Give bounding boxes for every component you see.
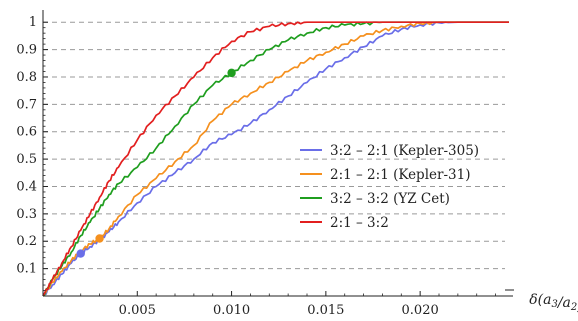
legend-entry: 2:1 – 3:2 [330,215,389,231]
series-line [42,21,509,297]
tick-labels: 0.1 0.2 0.3 0.4 0.5 0.6 0.7 0.8 0.9 1 0.005 0.010 0.… [16,15,438,318]
series-line [42,21,509,297]
legend-entry: 3:2 – 3:2 (YZ Cet) [330,191,450,207]
series-line [42,21,509,297]
y-tick-label: 0.1 [16,262,37,277]
series-markers [76,68,236,258]
x-label-subscript: 2 [570,302,577,313]
axes [42,10,514,297]
x-tick-label: 0.005 [119,303,156,318]
x-label-part: δ [529,292,537,308]
y-tick-label: 0.9 [16,43,37,58]
series-lines [42,21,509,297]
legend-entry: 3:2 – 2:1 (Kepler-305) [330,143,479,159]
gridlines [43,21,505,270]
series-marker [95,234,104,243]
y-tick-label: 1 [29,15,37,30]
y-tick-label: 0.3 [16,207,37,222]
y-tick-label: 0.5 [16,152,37,167]
x-tick-label: 0.010 [213,303,250,318]
series-marker [227,68,236,78]
y-tick-label: 0.7 [16,97,37,112]
x-axis-label: δ(a3/a2) [529,292,578,314]
x-label-part: /a [556,295,571,311]
x-tick-label: 0.015 [307,303,344,318]
y-tick-label: 0.2 [16,234,37,249]
x-label-part: ) [576,298,578,314]
y-tick-label: 0.4 [16,179,37,194]
x-tick-label: 0.020 [402,303,439,318]
x-label-subscript: 3 [551,299,557,310]
y-tick-label: 0.6 [16,125,37,140]
x-label-part: (a [538,292,552,308]
series-marker [76,249,85,258]
legend-entry: 2:1 – 2:1 (Kepler-31) [330,167,470,183]
y-tick-label: 0.8 [16,70,37,85]
legend: 3:2 – 2:1 (Kepler-305) 2:1 – 2:1 (Kepler-… [300,143,479,231]
